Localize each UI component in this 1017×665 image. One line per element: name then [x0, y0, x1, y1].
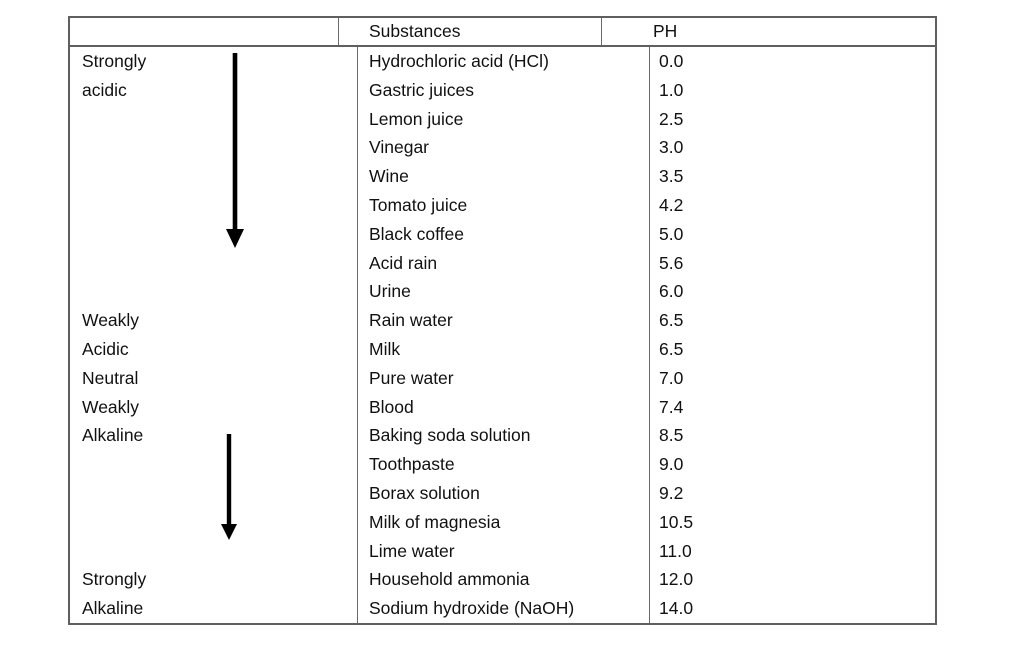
- ph-value-cell: 7.4: [659, 396, 684, 417]
- substance-cell: Hydrochloric acid (HCl): [369, 51, 549, 71]
- zone-label: [82, 220, 357, 249]
- ph-value-cell: 3.0: [659, 137, 684, 158]
- zone-label: [82, 105, 357, 134]
- substance-cell: Milk: [369, 338, 401, 359]
- ph-value-cell: 10.5: [659, 511, 694, 532]
- substance-cell: Sodium hydroxide (NaOH): [369, 598, 575, 619]
- zone-label: Acidic: [82, 338, 129, 359]
- ph-value-cell: 3.5: [659, 166, 684, 187]
- ph-value-cell: 7.0: [659, 367, 684, 388]
- ph-value-cell: 9.0: [659, 454, 684, 475]
- zone-label: [82, 249, 357, 278]
- header-substances-label: Substances: [369, 21, 461, 41]
- ph-value-cell: 6.0: [659, 281, 684, 302]
- zone-column: Strongly acidic Weakly Acidic Neutral Weakly A…: [70, 47, 358, 623]
- header-cell-ph: PH: [602, 18, 935, 45]
- zone-label: [82, 537, 357, 566]
- substance-cell: Pure water: [369, 367, 454, 388]
- ph-value-cell: 1.0: [659, 79, 684, 100]
- header-cell-zone: [70, 18, 339, 45]
- zone-label: acidic: [82, 79, 127, 100]
- zone-label: [82, 191, 357, 220]
- substance-cell: Borax solution: [369, 482, 480, 503]
- ph-value-cell: 9.2: [659, 482, 684, 503]
- substance-cell: Blood: [369, 396, 414, 417]
- ph-value-cell: 4.2: [659, 194, 684, 215]
- zone-label: Neutral: [82, 367, 139, 388]
- ph-value-cell: 14.0: [659, 598, 694, 619]
- zone-label: [82, 133, 357, 162]
- zone-label: Weakly: [82, 310, 140, 331]
- substance-cell: Rain water: [369, 310, 453, 331]
- zone-label: [82, 450, 357, 479]
- ph-value-cell: 8.5: [659, 425, 684, 446]
- zone-label: Alkaline: [82, 425, 144, 446]
- zone-label: [82, 162, 357, 191]
- substance-cell: Black coffee: [369, 223, 465, 244]
- substance-cell: Toothpaste: [369, 454, 455, 475]
- header-ph-label: PH: [653, 21, 678, 41]
- substance-cell: Vinegar: [369, 137, 430, 158]
- ph-column: 0.0 1.0 2.5 3.0 3.5 4.2 5.0 5.6 6.0 6.5 6.5 7.0 7.4 8…: [650, 47, 935, 623]
- substance-cell: Lime water: [369, 540, 455, 561]
- ph-scale-table: Substances PH Strongly acidic Weakly Acidic…: [68, 16, 937, 625]
- ph-value-cell: 11.0: [659, 540, 692, 561]
- ph-value-cell: 0.0: [659, 51, 684, 71]
- substance-cell: Milk of magnesia: [369, 511, 501, 532]
- zone-label: [82, 277, 357, 306]
- substance-cell: Gastric juices: [369, 79, 475, 100]
- ph-value-cell: 6.5: [659, 310, 684, 331]
- ph-value-cell: 5.0: [659, 223, 684, 244]
- table-body: Strongly acidic Weakly Acidic Neutral Weakly A…: [70, 47, 935, 623]
- substance-cell: Baking soda solution: [369, 425, 531, 446]
- ph-value-cell: 2.5: [659, 108, 684, 129]
- ph-value-cell: 6.5: [659, 338, 684, 359]
- zone-label: [82, 479, 357, 508]
- table-header-row: Substances PH: [70, 18, 935, 47]
- zone-label: [82, 508, 357, 537]
- ph-value-cell: 5.6: [659, 252, 684, 273]
- ph-value-cell: 12.0: [659, 569, 694, 590]
- zone-label: Alkaline: [82, 598, 144, 619]
- substance-cell: Tomato juice: [369, 194, 468, 215]
- substance-cell: Acid rain: [369, 252, 438, 273]
- zone-label: Weakly: [82, 396, 140, 417]
- substances-column: Hydrochloric acid (HCl) Gastric juices Lem…: [358, 47, 650, 623]
- substance-cell: Urine: [369, 281, 411, 302]
- substance-cell: Household ammonia: [369, 569, 530, 590]
- zone-label: Strongly: [82, 51, 147, 71]
- substance-cell: Lemon juice: [369, 108, 464, 129]
- zone-label: Strongly: [82, 569, 147, 590]
- header-cell-substances: Substances: [339, 18, 602, 45]
- substance-cell: Wine: [369, 166, 409, 187]
